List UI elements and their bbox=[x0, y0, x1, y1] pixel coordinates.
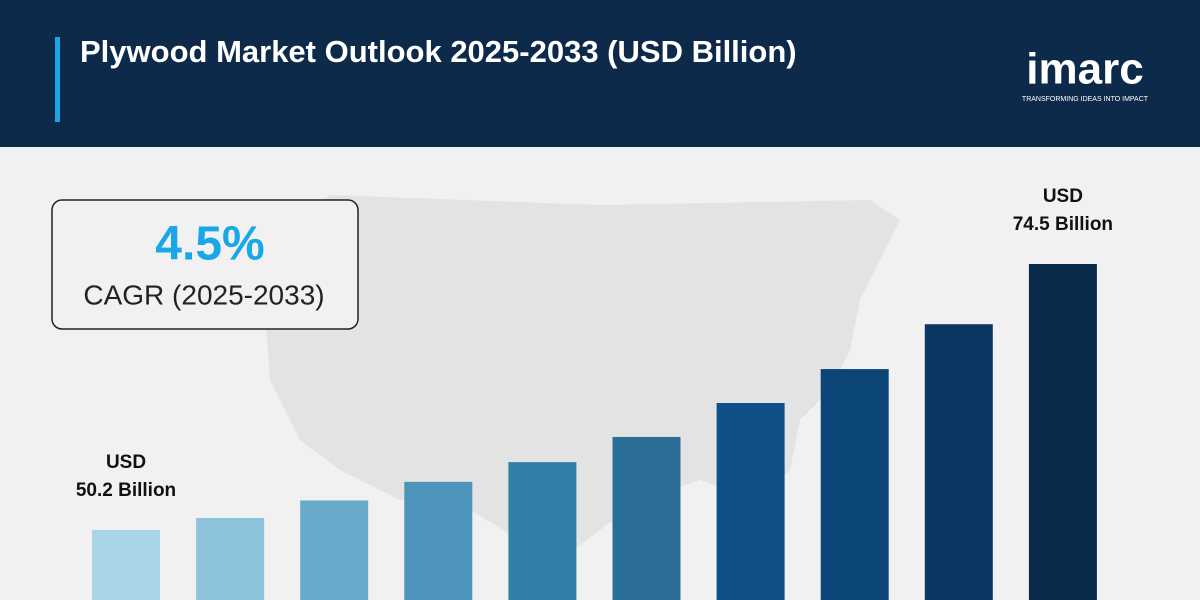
cagr-label: CAGR (2025-2033) bbox=[83, 279, 324, 310]
cagr-box bbox=[51, 199, 359, 330]
bar bbox=[612, 436, 681, 600]
bar bbox=[924, 324, 993, 600]
bar bbox=[92, 530, 160, 600]
value-label-line: USD bbox=[106, 452, 146, 473]
cagr-value: 4.5% bbox=[155, 218, 264, 271]
bar bbox=[1028, 264, 1097, 600]
value-label-line: 50.2 Billion bbox=[76, 480, 176, 501]
bar bbox=[300, 500, 369, 600]
chart-title: Plywood Market Outlook 2025-2033 (USD Bi… bbox=[80, 34, 797, 69]
bars: USD 50.2 Billion USD 74.5 Billion bbox=[76, 186, 1113, 600]
bar bbox=[508, 462, 577, 600]
value-label: USD 50.2 Billion bbox=[76, 452, 176, 501]
bar bbox=[820, 369, 889, 600]
value-label-line: USD bbox=[1043, 186, 1083, 207]
bar bbox=[196, 517, 265, 600]
header bbox=[0, 0, 1200, 147]
brand-tagline: TRANSFORMING IDEAS INTO IMPACT bbox=[1022, 96, 1149, 103]
brand-logo: imarc bbox=[1026, 45, 1143, 94]
title-box: Plywood Market Outlook 2025-2033 (USD Bi… bbox=[80, 34, 797, 69]
value-label: USD 74.5 Billion bbox=[1013, 186, 1113, 235]
value-label-line: 74.5 Billion bbox=[1013, 214, 1113, 235]
title-accent bbox=[55, 37, 60, 122]
bar bbox=[404, 481, 473, 600]
bar bbox=[716, 403, 785, 600]
